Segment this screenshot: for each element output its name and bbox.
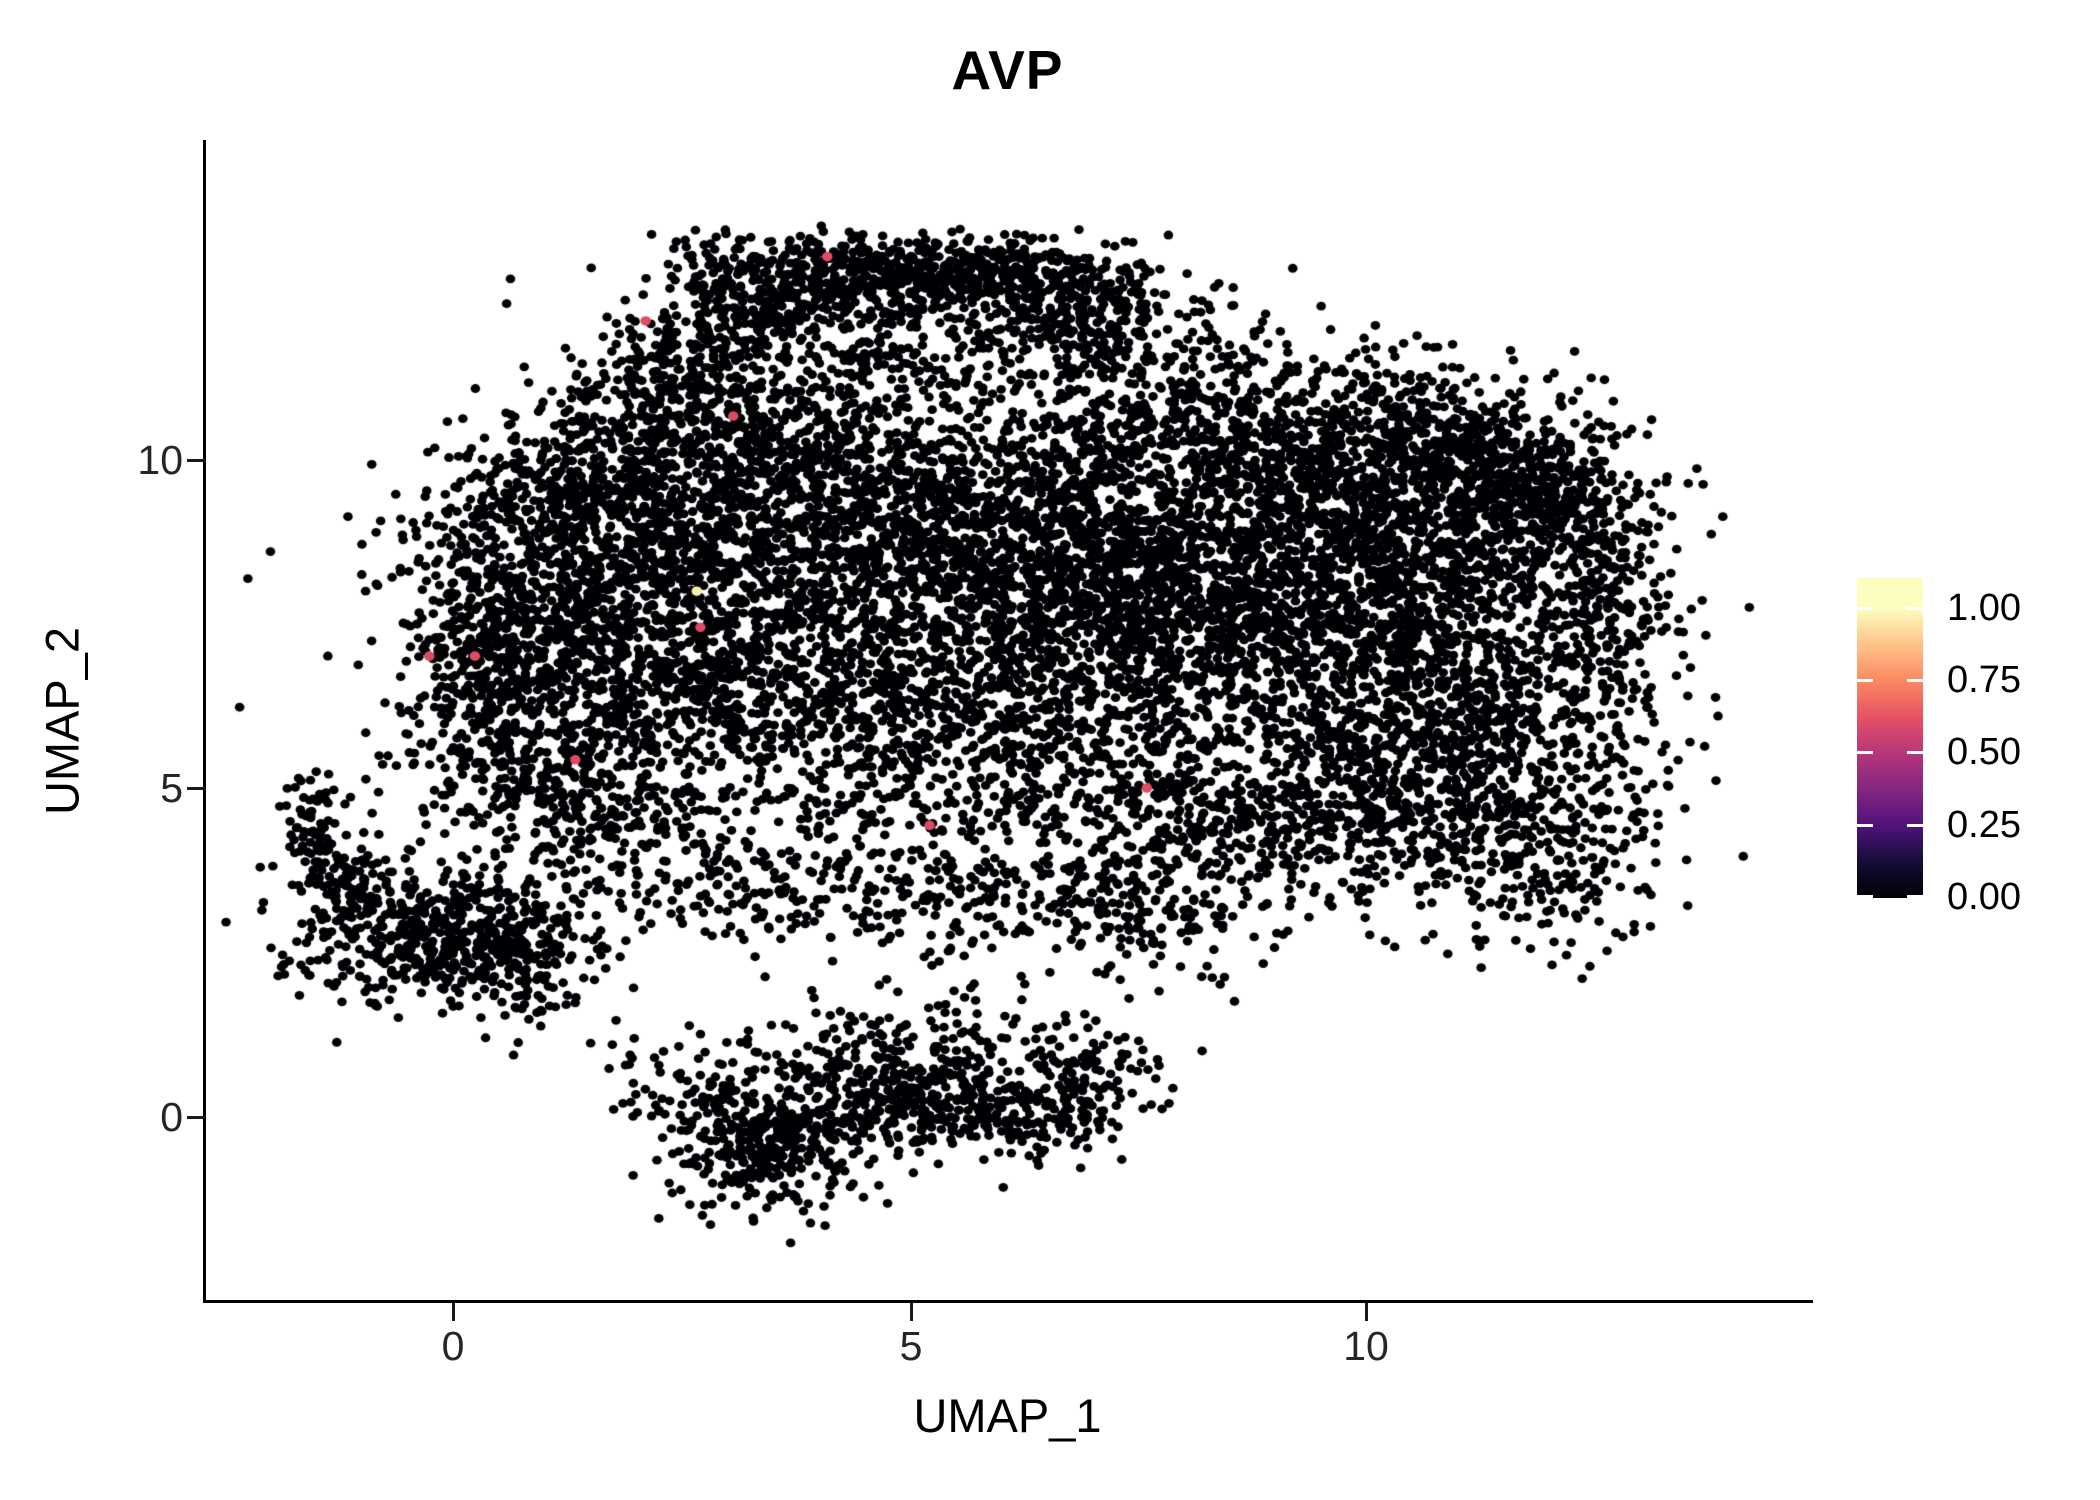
colorbar-tick (1857, 678, 1873, 682)
colorbar-label: 1.00 (1947, 587, 2021, 629)
x-tick-label: 0 (441, 1323, 465, 1369)
colorbar-tick (1907, 606, 1923, 610)
colorbar-tick (1907, 678, 1923, 682)
x-tick-mark (909, 1303, 913, 1321)
y-tick-label: 5 (160, 765, 183, 811)
y-axis-line (203, 140, 206, 1303)
y-tick-label: 10 (137, 437, 183, 483)
y-tick-mark (187, 1115, 205, 1119)
colorbar-tick (1857, 606, 1873, 610)
plot-title: AVP (951, 39, 1064, 101)
colorbar-label: 0.75 (1947, 659, 2021, 701)
x-tick-label: 5 (899, 1323, 923, 1369)
x-axis-title: UMAP_1 (913, 1389, 1102, 1442)
colorbar-tick (1857, 750, 1873, 754)
colorbar-tick (1857, 894, 1873, 898)
colorbar-label: 0.50 (1947, 731, 2021, 773)
colorbar-tick (1907, 750, 1923, 754)
expression-colorbar (1857, 578, 1923, 898)
colorbar-label: 0.25 (1947, 804, 2021, 846)
x-tick-label: 10 (1343, 1323, 1389, 1369)
x-axis-line (203, 1300, 1813, 1303)
colorbar-tick (1907, 823, 1923, 827)
x-tick-mark (451, 1303, 455, 1321)
y-axis-title: UMAP_2 (35, 626, 89, 816)
y-tick-label: 0 (160, 1094, 183, 1140)
colorbar-tick (1907, 894, 1923, 898)
x-tick-mark (1364, 1303, 1368, 1321)
y-tick-mark (187, 458, 205, 462)
y-tick-mark (187, 786, 205, 790)
colorbar-label: 0.00 (1947, 876, 2021, 918)
colorbar-tick (1857, 823, 1873, 827)
